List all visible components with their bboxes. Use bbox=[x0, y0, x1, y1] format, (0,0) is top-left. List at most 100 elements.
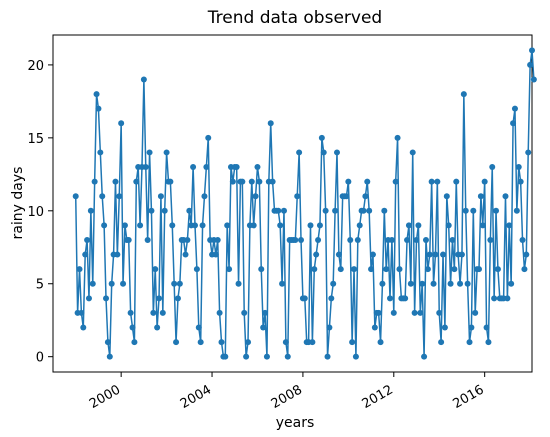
data-point bbox=[118, 120, 125, 127]
data-point bbox=[445, 222, 452, 229]
data-point bbox=[485, 339, 492, 346]
data-point bbox=[413, 236, 420, 243]
data-point bbox=[279, 280, 286, 287]
data-point bbox=[243, 353, 250, 360]
data-point bbox=[326, 324, 333, 331]
data-point bbox=[144, 236, 151, 243]
data-point bbox=[352, 353, 359, 360]
data-point bbox=[154, 324, 161, 331]
data-point bbox=[354, 236, 361, 243]
data-point bbox=[203, 164, 210, 171]
data-point bbox=[337, 266, 344, 273]
data-point bbox=[527, 61, 534, 68]
data-point bbox=[362, 193, 369, 200]
data-point bbox=[432, 251, 439, 258]
data-point bbox=[468, 324, 475, 331]
data-point bbox=[212, 251, 219, 258]
data-point bbox=[84, 236, 91, 243]
data-point bbox=[502, 193, 509, 200]
data-point bbox=[457, 280, 464, 287]
data-point bbox=[320, 149, 327, 156]
data-point bbox=[438, 339, 445, 346]
data-point bbox=[383, 266, 390, 273]
data-point bbox=[441, 324, 448, 331]
data-point bbox=[530, 76, 537, 83]
data-point bbox=[292, 236, 299, 243]
data-point bbox=[87, 207, 94, 214]
data-point bbox=[477, 193, 484, 200]
data-point bbox=[85, 295, 92, 302]
data-point bbox=[152, 266, 159, 273]
data-point bbox=[146, 149, 153, 156]
data-point bbox=[298, 236, 305, 243]
data-point bbox=[263, 353, 270, 360]
data-point bbox=[114, 251, 121, 258]
data-point bbox=[349, 339, 356, 346]
data-point bbox=[519, 236, 526, 243]
data-point bbox=[360, 207, 367, 214]
data-point bbox=[76, 266, 83, 273]
data-point bbox=[430, 280, 437, 287]
data-point bbox=[449, 236, 456, 243]
data-point bbox=[156, 295, 163, 302]
data-point bbox=[229, 178, 236, 185]
data-point bbox=[405, 222, 412, 229]
data-point bbox=[377, 339, 384, 346]
data-point bbox=[116, 193, 123, 200]
data-point bbox=[197, 339, 204, 346]
data-point bbox=[375, 309, 382, 316]
data-point bbox=[364, 178, 371, 185]
data-point bbox=[140, 76, 147, 83]
data-point bbox=[129, 324, 136, 331]
data-point bbox=[453, 178, 460, 185]
data-point bbox=[137, 222, 144, 229]
data-point bbox=[176, 280, 183, 287]
data-point bbox=[494, 266, 501, 273]
data-point bbox=[392, 178, 399, 185]
data-point bbox=[150, 309, 157, 316]
y-axis-label: rainy days bbox=[10, 167, 26, 240]
data-point bbox=[335, 251, 342, 258]
data-point bbox=[205, 134, 212, 141]
data-point bbox=[296, 149, 303, 156]
x-tick-label: 2008 bbox=[269, 382, 305, 412]
data-point bbox=[394, 134, 401, 141]
data-point bbox=[294, 193, 301, 200]
data-point bbox=[318, 134, 325, 141]
y-axis: 0 5 10 15 20 bbox=[27, 59, 53, 366]
data-point bbox=[256, 178, 263, 185]
data-point bbox=[411, 309, 418, 316]
data-point bbox=[127, 309, 134, 316]
data-point bbox=[182, 251, 189, 258]
data-point bbox=[491, 295, 498, 302]
data-point bbox=[252, 193, 259, 200]
x-axis-label: years bbox=[276, 415, 315, 431]
plot-area bbox=[52, 34, 533, 373]
data-point bbox=[224, 222, 231, 229]
data-point bbox=[282, 339, 289, 346]
data-point bbox=[72, 193, 79, 200]
data-point bbox=[95, 105, 102, 112]
data-point bbox=[262, 309, 269, 316]
data-point bbox=[366, 207, 373, 214]
series-layer bbox=[72, 47, 537, 360]
data-point bbox=[517, 178, 524, 185]
data-point bbox=[324, 353, 331, 360]
data-point bbox=[93, 91, 100, 98]
data-point bbox=[157, 193, 164, 200]
data-point bbox=[192, 222, 198, 229]
data-point bbox=[214, 236, 221, 243]
x-tick-label: 2004 bbox=[178, 382, 214, 412]
data-point bbox=[254, 164, 261, 171]
data-point bbox=[89, 280, 96, 287]
data-point bbox=[80, 324, 87, 331]
data-point bbox=[284, 353, 291, 360]
data-point bbox=[510, 120, 517, 127]
data-point bbox=[218, 339, 225, 346]
data-point bbox=[369, 251, 376, 258]
data-point bbox=[108, 280, 115, 287]
data-point bbox=[199, 222, 206, 229]
data-point bbox=[184, 236, 191, 243]
data-point bbox=[424, 266, 431, 273]
